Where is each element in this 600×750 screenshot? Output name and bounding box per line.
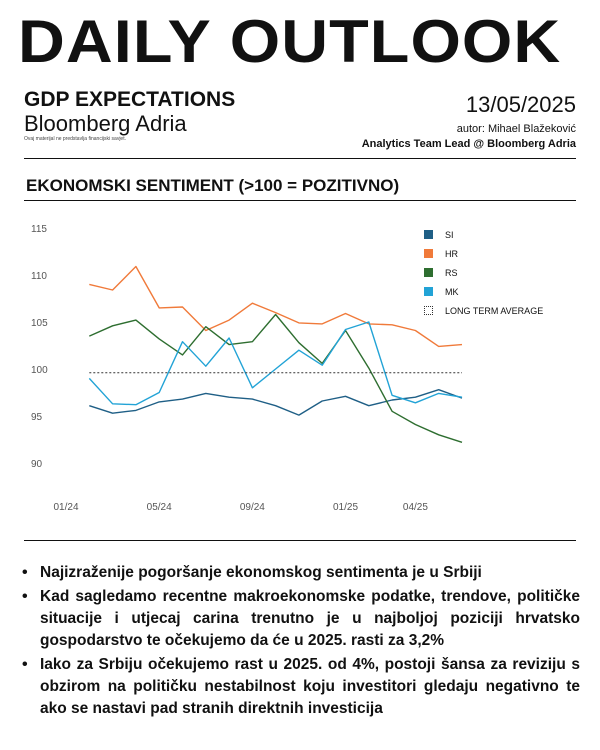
legend-swatch [424,306,433,315]
legend-swatch [424,268,433,277]
legend-label: RS [445,267,458,278]
series-line-si [89,388,463,416]
y-tick-label: 90 [31,459,43,470]
legend-item: LONG TERM AVERAGE [424,301,543,320]
key-point: Kad sagledamo recentne makroekonomske po… [20,586,580,652]
legend-item: HR [424,244,543,263]
disclaimer-text: Ovaj materijal ne predstavlja financijsk… [24,136,126,142]
key-points-list: Najizraženije pogoršanje ekonomskog sent… [20,562,580,722]
x-tick-label: 01/25 [333,502,358,513]
legend-swatch [424,249,433,258]
section-title: EKONOMSKI SENTIMENT (>100 = POZITIVNO) [26,176,400,195]
x-tick-label: 09/24 [240,502,265,513]
y-tick-label: 110 [31,271,47,282]
key-point: Iako za Srbiju očekujemo rast u 2025. od… [20,654,580,720]
legend-label: MK [445,286,459,297]
author-role: Analytics Team Lead @ Bloomberg Adria [361,138,576,150]
report-date: 13/05/2025 [465,92,576,117]
author-line: autor: Mihael Blažeković [456,123,576,135]
series-line-rs [89,313,463,443]
divider-mid [24,200,576,201]
legend-label: SI [445,229,454,240]
x-tick-label: 05/24 [147,502,172,513]
y-tick-label: 115 [31,224,47,235]
x-tick-label: 04/25 [403,502,428,513]
legend-swatch [424,230,433,239]
divider-bottom [24,540,576,541]
y-tick-label: 95 [31,412,43,423]
brand-title: DAILY OUTLOOK [18,8,562,75]
y-tick-label: 105 [31,318,48,329]
chart-legend: SI HR RS MK LONG TERM AVERAGE [424,225,543,320]
legend-item: RS [424,263,543,282]
legend-swatch [424,287,433,296]
legend-item: SI [424,225,543,244]
legend-item: MK [424,282,543,301]
series-line-hr [89,265,463,348]
key-point: Najizraženije pogoršanje ekonomskog sent… [20,562,580,584]
legend-label: HR [445,248,458,259]
sentiment-chart: 90 95 100 105 110 115 01/24 05/24 09/24 01/25 04/2… [31,224,463,513]
report-subtitle: GDP EXPECTATIONS [24,88,236,111]
divider-top [24,158,576,159]
publisher-name: Bloomberg Adria [24,111,187,136]
x-tick-label: 01/24 [53,502,78,513]
series-line-mk [88,321,463,406]
y-tick-label: 100 [31,365,48,376]
legend-label: LONG TERM AVERAGE [445,305,544,316]
